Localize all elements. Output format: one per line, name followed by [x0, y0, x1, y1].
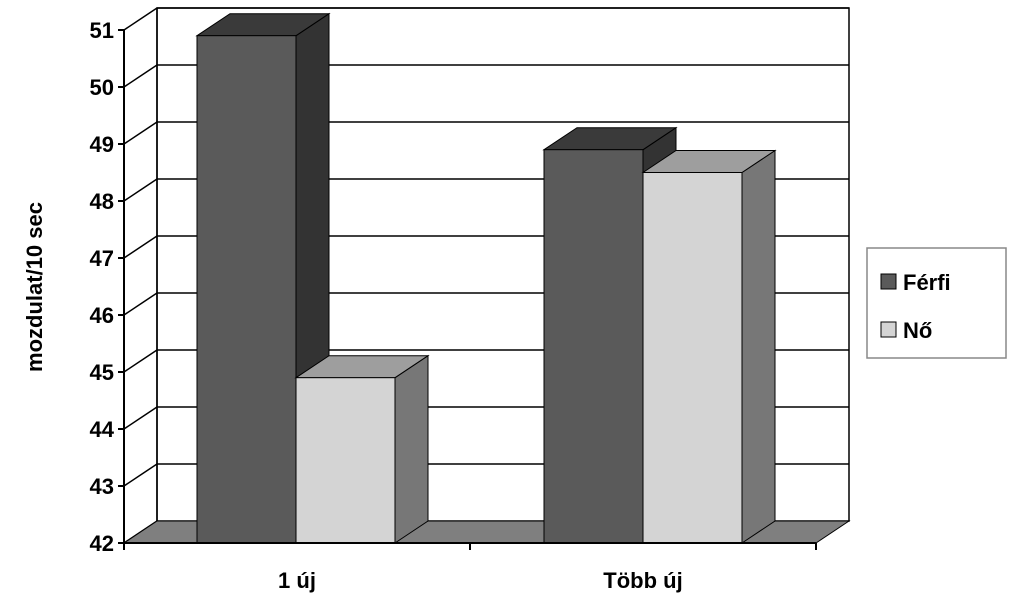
- side-gridline: [123, 178, 158, 202]
- bar-Férfi-1 új: [195, 12, 331, 544]
- legend-box: [866, 247, 1007, 359]
- y-tick-labels: 42 43 44 45 46 47 48 49 50 51: [90, 18, 124, 556]
- bar-front: [642, 172, 743, 544]
- legend-swatch: [880, 321, 897, 338]
- legend-label: Férfi: [903, 270, 951, 295]
- y-tick-label: 47: [90, 246, 114, 271]
- bars: [195, 12, 777, 544]
- side-gridline: [123, 292, 158, 316]
- legend-swatch: [880, 273, 897, 290]
- bar-Nő-Több új: [641, 149, 777, 544]
- side-gridline: [123, 64, 158, 88]
- legend-label: Nő: [903, 318, 932, 343]
- y-axis-label: mozdulat/10 sec: [22, 202, 47, 372]
- y-tick-label: 42: [90, 531, 114, 556]
- side-gridline: [123, 406, 158, 430]
- x-tick-label: 1 új: [278, 568, 316, 593]
- side-gridline: [123, 235, 158, 259]
- y-tick-label: 48: [90, 189, 114, 214]
- side-gridline: [123, 7, 158, 31]
- bar-front: [295, 377, 396, 544]
- x-tick-label: Több új: [603, 568, 682, 593]
- side-gridline: [123, 349, 158, 373]
- bar-side: [741, 149, 776, 544]
- y-tick-label: 49: [90, 132, 114, 157]
- y-tick-label: 46: [90, 303, 114, 328]
- side-gridline: [123, 463, 158, 487]
- bar-front: [543, 149, 644, 544]
- y-tick-label: 51: [90, 18, 114, 43]
- y-tick-label: 50: [90, 75, 114, 100]
- y-tick-label: 45: [90, 360, 114, 385]
- y-tick-label: 44: [90, 417, 115, 442]
- side-gridline: [123, 121, 158, 145]
- bar-front: [196, 35, 297, 544]
- bar-Nő-1 új: [294, 354, 430, 544]
- bar-side: [394, 354, 429, 544]
- x-tick-labels: 1 új Több új: [123, 543, 817, 593]
- y-tick-label: 43: [90, 474, 114, 499]
- legend: Férfi Nő: [866, 247, 1007, 359]
